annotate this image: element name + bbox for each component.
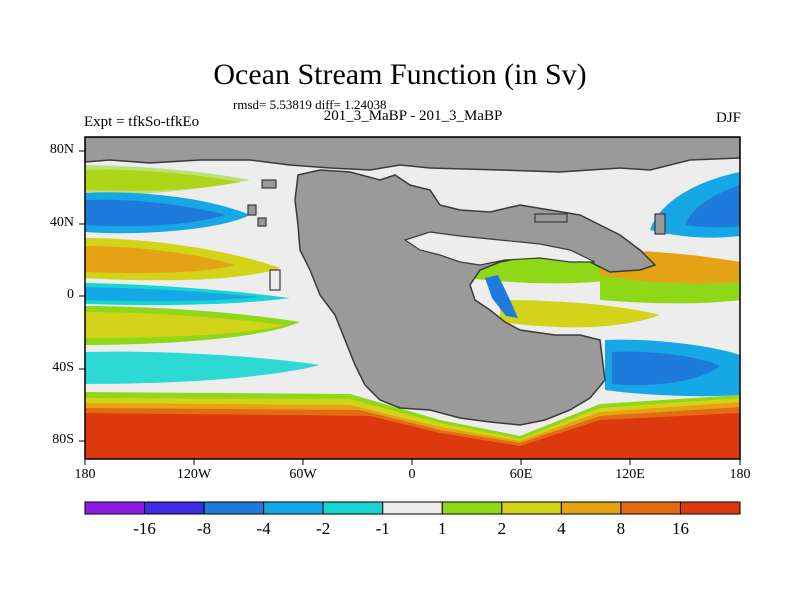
north-pacific-gyre-inner [85,199,225,227]
lat-label-0: 0 [67,287,74,302]
subtropical-band-orange [85,246,235,274]
colorbar-label: -1 [375,519,390,538]
southeast-gyre-deep [612,351,720,386]
lon-label-60e: 60E [509,467,533,482]
lon-label-60w: 60W [289,467,317,482]
colorbar-swatch [441,501,503,515]
colorbar-label: 16 [671,519,689,538]
colorbar [84,501,741,515]
colorbar-swatch [84,501,146,515]
stats-label: rmsd= 5.53819 diff= 1.24038 [233,97,387,112]
colorbar-swatch [203,501,265,515]
season-label: DJF [715,110,741,126]
land-island-west-1 [247,204,257,216]
east-basin-green-2 [500,300,660,328]
colorbar-swatch [263,501,324,515]
lon-label-180w: 180 [74,467,96,482]
map-title: Ocean Stream Function (in Sv) [213,58,587,91]
land-island-north [534,213,568,223]
colorbar-label: -16 [133,519,156,538]
colorbar-label: -4 [256,519,271,538]
northeast-gyre-deep [685,185,740,228]
western-boundary-jet [485,275,518,318]
lon-label-0: 0 [408,467,416,482]
colorbar-swatch [501,501,562,515]
colorbar-label: 1 [438,519,447,538]
equatorial-band-blue [85,287,260,302]
land-island-west-2 [257,217,267,227]
colorbar-swatch [679,501,741,515]
lat-label-80n: 80N [49,142,74,157]
lon-label-120w: 120W [176,467,212,482]
subtitle-label: 201_3_MaBP - 201_3_MaBP [323,108,503,124]
colorbar-label: 2 [497,519,507,538]
experiment-label: Expt = tfkSo-tfkEo [84,114,200,130]
land-island-west-3 [261,179,277,189]
south-subtropical-yellow [85,312,285,338]
lat-label-40n: 40N [49,215,74,230]
circumpolar-red [85,413,740,459]
lon-label-120e: 120E [615,467,645,482]
colorbar-swatch [620,501,681,515]
colorbar-label: -8 [196,519,212,538]
colorbar-swatch [322,501,384,515]
land-arctic [85,137,740,173]
colorbar-label: -2 [316,519,331,538]
axis-ticks [79,150,741,465]
map-plot-area [85,137,740,459]
colorbar-swatch [382,501,443,515]
lat-label-40s: 40S [52,360,74,375]
land-central-continent [294,169,657,426]
colorbar-label: 4 [557,519,566,538]
colorbar-label: 8 [616,519,626,538]
land-island-east [654,213,666,235]
lat-label-80s: 80S [52,432,74,447]
land-island-mid [269,269,281,291]
lon-label-180e: 180 [729,467,751,482]
colorbar-swatch [560,501,622,515]
southern-ocean-cyan [85,351,320,384]
colorbar-swatch [144,501,205,515]
land-inlet [403,231,596,266]
north-pacific-band-green [85,165,250,196]
